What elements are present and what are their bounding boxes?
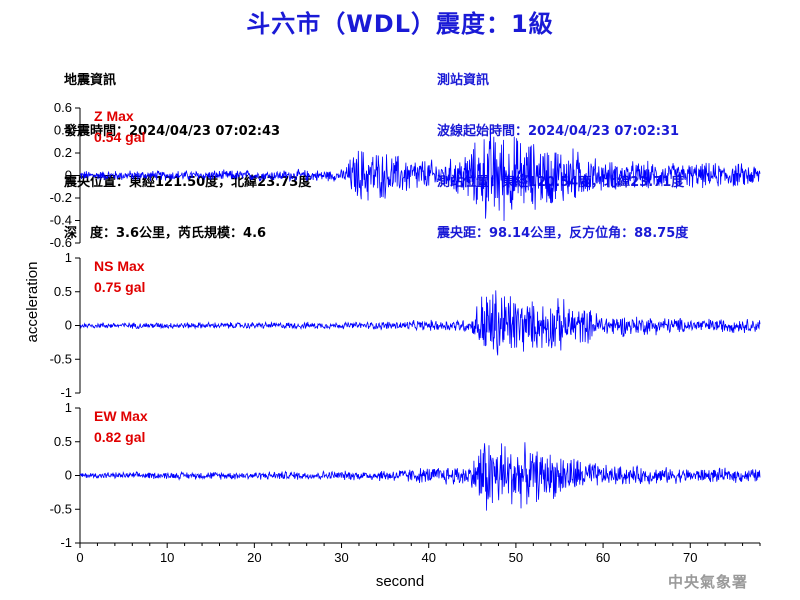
x-tick-label: 30 bbox=[334, 550, 348, 565]
depth-magnitude: 深 度：3.6公里，芮氏規模：4.6 bbox=[64, 226, 267, 241]
x-axis-title: second bbox=[376, 573, 424, 590]
y-tick-label: 1 bbox=[65, 400, 72, 415]
y-tick-label: -0.6 bbox=[50, 235, 72, 250]
x-tick-label: 60 bbox=[596, 550, 610, 565]
page-title: 斗六市（WDL）震度：1級 bbox=[246, 10, 554, 38]
x-tick-label: 40 bbox=[421, 550, 435, 565]
y-tick-label: -0.5 bbox=[50, 501, 72, 516]
y-tick-label: 0.5 bbox=[54, 284, 72, 299]
y-tick-label: 0.4 bbox=[54, 123, 72, 138]
y-tick-label: 0.6 bbox=[54, 100, 72, 115]
agency-watermark: 中央氣象署 bbox=[667, 573, 748, 591]
station-info-heading: 測站資訊 bbox=[437, 73, 490, 88]
y-tick-label: 0 bbox=[65, 468, 72, 483]
waveform-z bbox=[79, 128, 761, 221]
x-tick-label: 20 bbox=[247, 550, 261, 565]
y-tick-label: -1 bbox=[60, 385, 72, 400]
y-tick-label: 0 bbox=[65, 318, 72, 333]
x-tick-label: 70 bbox=[683, 550, 697, 565]
x-tick-label: 50 bbox=[509, 550, 523, 565]
distance-azimuth: 震央距：98.14公里，反方位角：88.75度 bbox=[437, 226, 689, 241]
quake-info-block: 地震資訊 發震時間：2024/04/23 07:02:43 震央位置：東經121… bbox=[64, 38, 311, 276]
max-value-z: 0.54 gal bbox=[94, 129, 145, 145]
max-value-ew: 0.82 gal bbox=[94, 429, 145, 445]
epicenter-location: 震央位置：東經121.50度，北緯23.73度 bbox=[64, 175, 312, 190]
waveform-ew bbox=[79, 442, 761, 511]
max-label-ew: EW Max bbox=[94, 408, 148, 424]
y-tick-label: -0.5 bbox=[50, 351, 72, 366]
y-tick-label: 0 bbox=[65, 168, 72, 183]
max-label-z: Z Max bbox=[94, 108, 134, 124]
origin-time: 發震時間：2024/04/23 07:02:43 bbox=[64, 124, 281, 139]
waveform-ns bbox=[79, 290, 761, 356]
quake-info-heading: 地震資訊 bbox=[64, 73, 117, 88]
x-tick-label: 10 bbox=[160, 550, 174, 565]
y-tick-label: 0.2 bbox=[54, 145, 72, 160]
y-tick-label: -0.4 bbox=[50, 213, 72, 228]
y-tick-label: -1 bbox=[60, 535, 72, 550]
station-info-block: 測站資訊 波線起始時間：2024/04/23 07:02:31 測站位置：東經1… bbox=[437, 38, 688, 276]
y-tick-label: -0.2 bbox=[50, 190, 72, 205]
max-value-ns: 0.75 gal bbox=[94, 279, 145, 295]
y-axis-title: acceleration bbox=[24, 262, 41, 343]
max-label-ns: NS Max bbox=[94, 258, 145, 274]
y-tick-label: 1 bbox=[65, 250, 72, 265]
x-tick-label: 0 bbox=[76, 550, 83, 565]
wave-start-time: 波線起始時間：2024/04/23 07:02:31 bbox=[437, 124, 680, 139]
y-tick-label: 0.5 bbox=[54, 434, 72, 449]
